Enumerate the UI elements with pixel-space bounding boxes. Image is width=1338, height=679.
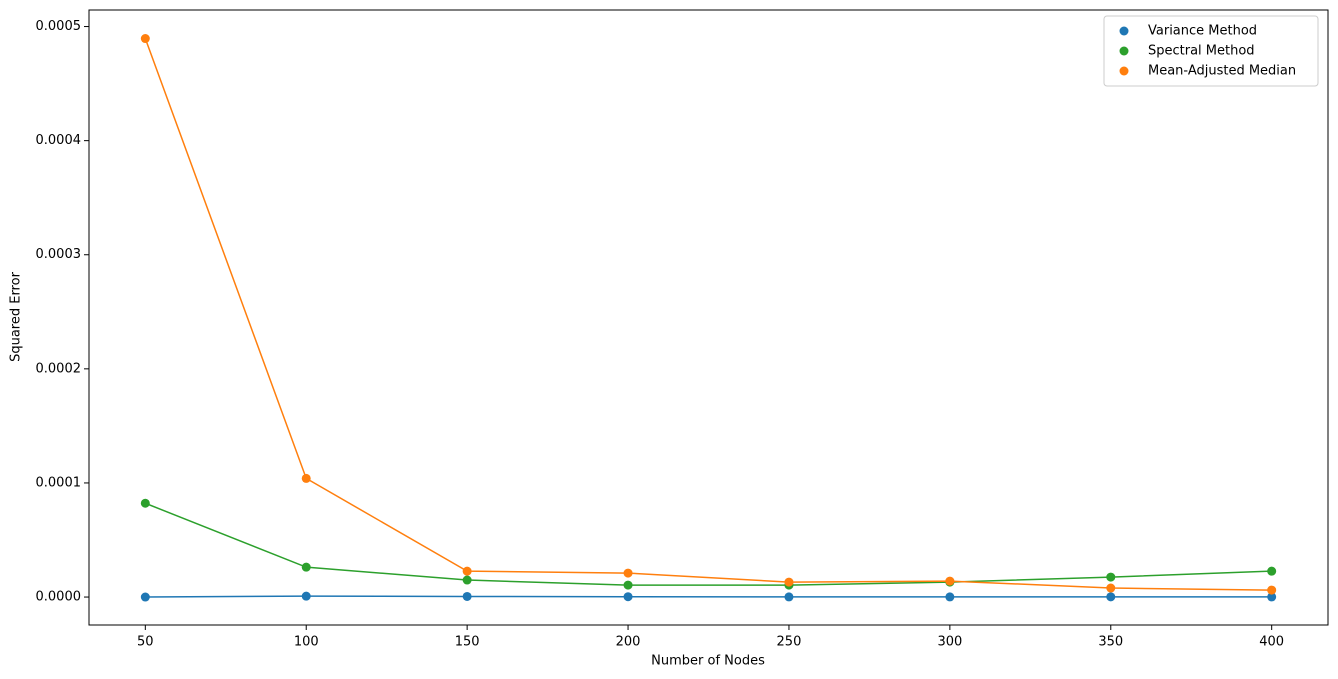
data-point	[1267, 592, 1277, 602]
data-point	[945, 592, 955, 602]
y-tick-label: 0.0001	[36, 475, 82, 490]
data-point	[301, 591, 311, 601]
data-point	[1267, 566, 1277, 576]
x-tick-label: 50	[137, 635, 154, 650]
data-point	[301, 562, 311, 572]
x-tick-label: 300	[937, 635, 962, 650]
y-tick-label: 0.0000	[36, 590, 82, 605]
data-point	[462, 575, 472, 585]
y-tick-label: 0.0002	[36, 361, 82, 376]
series-line	[145, 502, 1272, 586]
data-point	[1106, 572, 1116, 582]
data-point	[623, 568, 633, 578]
series-line	[144, 38, 1272, 591]
legend-label: Spectral Method	[1148, 44, 1255, 59]
legend-box	[1103, 15, 1319, 87]
data-point	[140, 498, 150, 508]
x-tick-label: 200	[616, 635, 641, 650]
data-point	[462, 591, 472, 601]
data-point	[784, 592, 794, 602]
x-tick-label: 400	[1259, 635, 1284, 650]
x-tick-label: 250	[777, 635, 802, 650]
data-point	[623, 580, 633, 590]
data-point	[301, 473, 311, 483]
x-tick-label: 350	[1098, 635, 1123, 650]
legend-marker	[1119, 26, 1129, 36]
legend-marker	[1119, 46, 1129, 56]
y-tick-label: 0.0003	[36, 247, 82, 262]
y-tick-label: 0.0004	[36, 133, 82, 148]
y-tick-label: 0.0005	[36, 19, 82, 34]
data-point	[945, 576, 955, 586]
x-tick-label: 150	[455, 635, 480, 650]
legend-marker	[1119, 66, 1129, 76]
data-point	[462, 566, 472, 576]
data-point	[140, 592, 150, 602]
legend-label: Mean-Adjusted Median	[1148, 64, 1296, 79]
data-point	[140, 34, 150, 44]
x-tick-label: 100	[294, 635, 319, 650]
data-point	[1106, 592, 1116, 602]
y-axis-label: Squared Error	[9, 271, 24, 361]
x-axis-label: Number of Nodes	[651, 654, 765, 669]
legend-label: Variance Method	[1148, 24, 1257, 39]
data-point	[623, 592, 633, 602]
data-point	[1267, 585, 1277, 595]
series-line	[145, 595, 1272, 598]
data-point	[784, 577, 794, 587]
data-point	[1106, 583, 1116, 593]
plot-frame	[88, 9, 1329, 626]
